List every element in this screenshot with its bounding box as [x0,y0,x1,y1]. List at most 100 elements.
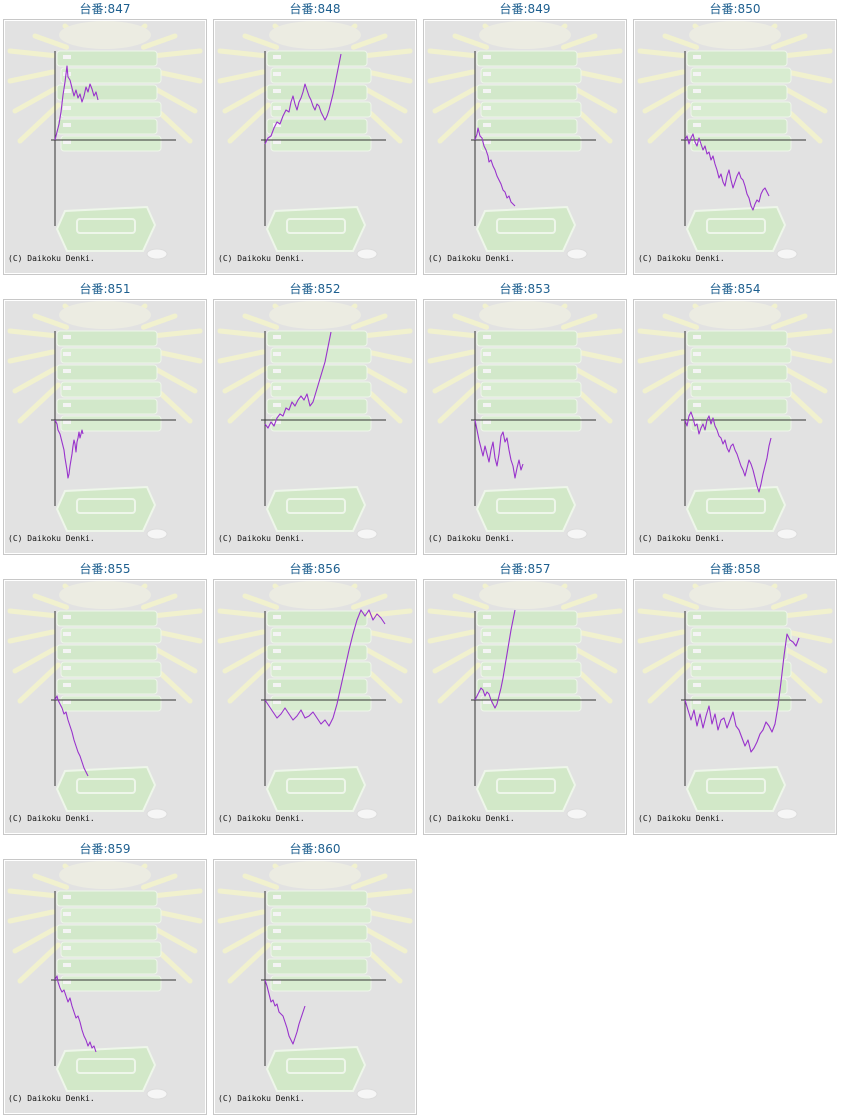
machine-number-link[interactable]: 台番:847 [79,2,131,16]
tray-shape [55,765,157,812]
slump-line-series [474,419,524,479]
machine-number-link[interactable]: 台番:858 [709,562,761,576]
copyright-label: (C) Daikoku Denki. [218,254,305,263]
copyright-label: (C) Daikoku Denki. [428,814,515,823]
machine-number-link[interactable]: 台番:848 [289,2,341,16]
slump-line-series [54,65,99,141]
machine-number-link[interactable]: 台番:857 [499,562,551,576]
dish-shape [146,248,168,260]
machine-number-link[interactable]: 台番:850 [709,2,761,16]
copyright-label: (C) Daikoku Denki. [218,534,305,543]
slump-graph-frame[interactable]: (C) Daikoku Denki. [213,579,417,835]
dish-shape [146,528,168,540]
machine-number-link[interactable]: 台番:854 [709,282,761,296]
machine-card[interactable]: 台番:852 (C) Daikoku Denki. [210,280,420,560]
slump-graph-frame[interactable]: (C) Daikoku Denki. [3,19,207,275]
machine-number-link[interactable]: 台番:852 [289,282,341,296]
slump-line-series [264,979,306,1045]
slump-graph-frame[interactable]: (C) Daikoku Denki. [423,299,627,555]
machine-number-link[interactable]: 台番:859 [79,842,131,856]
slump-graph-frame[interactable]: (C) Daikoku Denki. [3,859,207,1115]
slump-graph-frame[interactable]: (C) Daikoku Denki. [213,19,417,275]
slump-graph-frame[interactable]: (C) Daikoku Denki. [213,299,417,555]
slump-graph-svg: (C) Daikoku Denki. [5,581,205,833]
machine-number-link[interactable]: 台番:851 [79,282,131,296]
machine-card[interactable]: 台番:856 (C) Daikoku Denki. [210,560,420,840]
dome-shape [479,21,571,49]
dish-shape [356,248,378,260]
tray-shape [55,485,157,532]
slump-graph-frame[interactable]: (C) Daikoku Denki. [423,579,627,835]
slump-graph-frame[interactable]: (C) Daikoku Denki. [3,579,207,835]
slump-line-series [264,53,342,145]
slump-graph-frame[interactable]: (C) Daikoku Denki. [213,859,417,1115]
dome-shape [689,21,781,49]
dish-shape [776,808,798,820]
machine-card[interactable]: 台番:847 (C) Daikoku Denki. [0,0,210,280]
slump-line-series [474,127,516,207]
slump-graph-svg: (C) Daikoku Denki. [5,861,205,1113]
machine-card[interactable]: 台番:860 (C) Daikoku Denki. [210,840,420,1120]
slump-graph-svg: (C) Daikoku Denki. [635,301,835,553]
machine-card[interactable]: 台番:849 (C) Daikoku Denki. [420,0,630,280]
machine-number-link[interactable]: 台番:849 [499,2,551,16]
slump-line-series [264,331,332,429]
dish-shape [566,528,588,540]
copyright-label: (C) Daikoku Denki. [638,814,725,823]
dome-shape [269,581,361,609]
dish-shape [566,808,588,820]
tray-shape [685,765,787,812]
machine-number-link[interactable]: 台番:853 [499,282,551,296]
slump-line-series [684,411,772,493]
dome-shape [59,581,151,609]
machine-card[interactable]: 台番:854 (C) Daikoku Denki. [630,280,840,560]
background-illustration [635,581,835,833]
dome-shape [479,301,571,329]
machine-number-link[interactable]: 台番:856 [289,562,341,576]
slump-graph-frame[interactable]: (C) Daikoku Denki. [633,299,837,555]
machine-card[interactable]: 台番:848 (C) Daikoku Denki. [210,0,420,280]
background-illustration [5,861,205,1113]
machine-card[interactable]: 台番:850 (C) Daikoku Denki. [630,0,840,280]
tray-shape [685,205,787,252]
machine-card[interactable]: 台番:851 (C) Daikoku Denki. [0,280,210,560]
machine-number-link[interactable]: 台番:860 [289,842,341,856]
machine-card[interactable]: 台番:853 (C) Daikoku Denki. [420,280,630,560]
tray-shape [55,1045,157,1092]
slump-graph-svg: (C) Daikoku Denki. [635,21,835,273]
slump-graph-frame[interactable]: (C) Daikoku Denki. [633,19,837,275]
background-illustration [215,301,415,553]
machine-card[interactable]: 台番:859 (C) Daikoku Denki. [0,840,210,1120]
background-illustration [5,301,205,553]
box-stack [686,610,792,712]
copyright-label: (C) Daikoku Denki. [8,254,95,263]
machine-card[interactable]: 台番:855 (C) Daikoku Denki. [0,560,210,840]
slump-graph-frame[interactable]: (C) Daikoku Denki. [423,19,627,275]
slump-graph-frame[interactable]: (C) Daikoku Denki. [633,579,837,835]
slump-line-series [54,975,97,1053]
copyright-label: (C) Daikoku Denki. [428,254,515,263]
background-illustration [425,21,625,273]
tray-shape [55,205,157,252]
tray-inner [76,778,136,794]
machine-number-link[interactable]: 台番:855 [79,562,131,576]
machine-card[interactable]: 台番:857 (C) Daikoku Denki. [420,560,630,840]
dish-shape [566,248,588,260]
background-illustration [425,581,625,833]
slump-graph-svg: (C) Daikoku Denki. [635,581,835,833]
tray-shape [475,205,577,252]
dish-shape [146,1088,168,1100]
tray-inner [706,218,766,234]
slump-graph-svg: (C) Daikoku Denki. [215,861,415,1113]
tray-inner [496,778,556,794]
background-illustration [5,21,205,273]
tray-shape [475,765,577,812]
machine-card[interactable]: 台番:858 (C) Daikoku Denki. [630,560,840,840]
copyright-label: (C) Daikoku Denki. [8,1094,95,1103]
slump-graph-svg: (C) Daikoku Denki. [215,301,415,553]
tray-inner [76,1058,136,1074]
dish-shape [776,248,798,260]
slump-graph-frame[interactable]: (C) Daikoku Denki. [3,299,207,555]
dome-shape [59,301,151,329]
dish-shape [356,528,378,540]
